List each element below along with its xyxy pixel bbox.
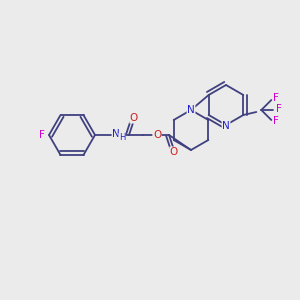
Text: N: N [222,121,230,131]
Text: N: N [112,129,120,139]
Text: O: O [170,147,178,157]
Text: N: N [187,105,195,115]
Text: F: F [273,93,279,103]
Text: F: F [273,116,279,126]
Text: H: H [119,134,125,142]
Text: O: O [153,130,161,140]
Text: F: F [276,104,282,114]
Text: O: O [130,113,138,123]
Text: F: F [39,130,45,140]
